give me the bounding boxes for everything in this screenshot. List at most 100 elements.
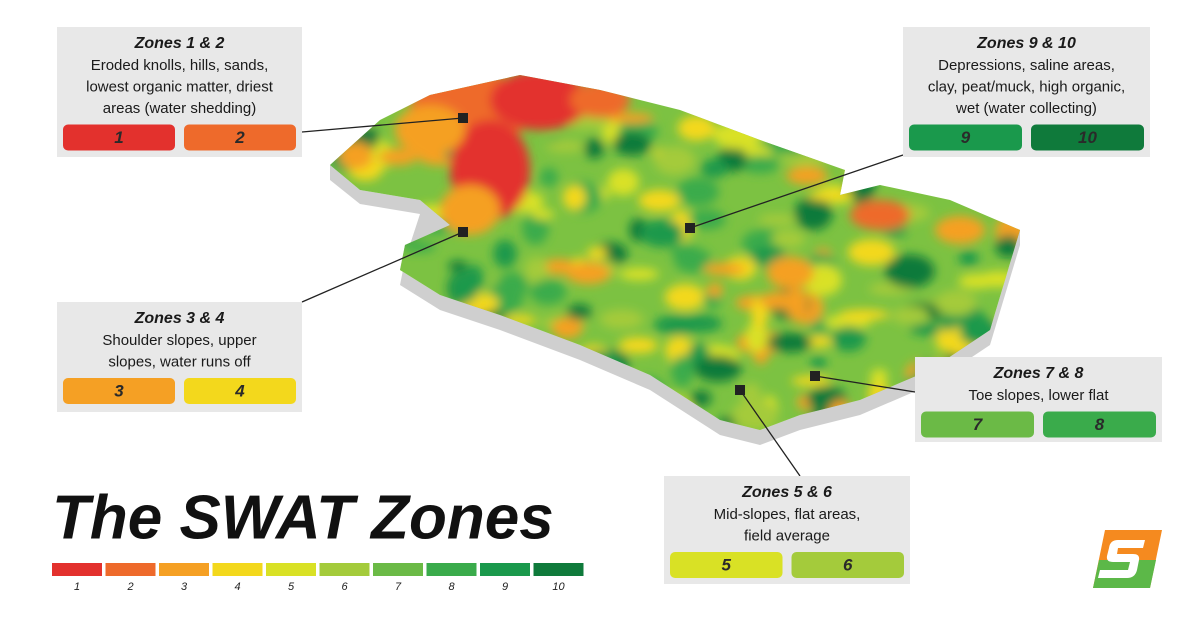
terrain-patch (401, 241, 436, 253)
terrain-patch (654, 146, 696, 175)
terrain-patch (847, 238, 896, 266)
terrain-patch (340, 94, 361, 106)
legend-label: 7 (395, 581, 402, 593)
terrain-patch (676, 177, 720, 206)
zone-chip-label: 2 (234, 128, 245, 147)
legend-label: 10 (552, 581, 565, 593)
callout-text: wet (water collecting) (955, 100, 1097, 117)
terrain-patch (339, 373, 360, 389)
terrain-patch (613, 392, 647, 421)
callout: Zones 9 & 10 Depressions, saline areas, cl… (903, 27, 1150, 157)
zone-chip-label: 8 (1095, 415, 1105, 434)
terrain-patch (935, 216, 985, 244)
terrain-patch (745, 321, 768, 353)
terrain-patch (741, 155, 780, 174)
terrain-patch (346, 114, 365, 127)
terrain-patch (868, 423, 907, 430)
terrain-patch (700, 159, 729, 178)
terrain-patch (562, 184, 587, 211)
terrain-patch (786, 166, 828, 185)
callout: Zones 7 & 8 Toe slopes, lower flat 7 8 (915, 357, 1162, 442)
terrain-patch (771, 229, 806, 249)
callout-text: Toe slopes, lower flat (968, 387, 1109, 404)
terrain-patch (673, 247, 712, 273)
terrain-patch (703, 262, 745, 276)
terrain-patch (833, 92, 861, 113)
marker (810, 371, 820, 381)
terrain-patch (794, 196, 833, 231)
leader (739, 389, 801, 477)
terrain-patch (595, 409, 641, 430)
terrain-patch (586, 247, 608, 259)
terrain-patch (443, 324, 479, 359)
terrain-patch (551, 317, 583, 339)
legend-label: 9 (502, 581, 508, 593)
legend-label: 2 (126, 581, 133, 593)
terrain-patch (591, 388, 628, 408)
zone-chip (1031, 124, 1144, 151)
zone-chip-label: 6 (843, 555, 853, 574)
terrain-patch (870, 368, 888, 385)
legend-swatch (212, 563, 263, 576)
terrain-patch (565, 262, 611, 285)
zone-chip (63, 124, 175, 151)
terrain-patch (896, 164, 924, 178)
terrain-patch (497, 272, 529, 299)
legend-swatch (319, 563, 370, 576)
terrain-patch (607, 112, 654, 124)
terrain-patch (759, 292, 797, 310)
terrain-patch (583, 75, 614, 85)
terrain-patch (791, 375, 832, 387)
legend-label: 1 (74, 581, 80, 593)
terrain-patch (351, 311, 382, 341)
terrain-patch (330, 424, 350, 430)
leader (689, 154, 904, 229)
terrain-patch (856, 93, 906, 124)
zone-chip (921, 411, 1034, 438)
terrain-patch (935, 328, 952, 352)
leader-lines (301, 117, 916, 477)
legend-label: 4 (234, 581, 240, 593)
terrain-patch (758, 214, 797, 226)
terrain-patch (566, 304, 592, 321)
terrain-patch (619, 267, 659, 281)
terrain-patch (374, 85, 409, 99)
leader (814, 375, 916, 393)
terrain-patch (584, 138, 605, 159)
terrain-patch (330, 284, 344, 313)
terrain-patch (958, 273, 997, 289)
callout-title: Zones 3 & 4 (134, 310, 225, 327)
terrain-patch (860, 97, 910, 120)
callout-text: Depressions, saline areas, (938, 57, 1115, 74)
terrain-patch (810, 356, 827, 369)
terrain-patch (640, 219, 684, 248)
terrain-patch (422, 367, 463, 398)
marker (458, 227, 468, 237)
zone-chip (184, 124, 296, 151)
callout-text: areas (water shedding) (103, 100, 256, 117)
leader (301, 117, 464, 133)
callout-text: clay, peat/muck, high organic, (928, 78, 1125, 95)
callout-title: Zones 5 & 6 (741, 484, 832, 501)
callout-title: Zones 7 & 8 (993, 365, 1084, 382)
zone-chip (184, 378, 296, 404)
legend-label: 6 (341, 581, 348, 593)
terrain-patch (891, 306, 930, 325)
terrain-patch (522, 432, 539, 444)
zone-chip (63, 378, 175, 404)
terrain-patch (618, 337, 658, 354)
terrain-patch (638, 189, 681, 212)
terrain-patch (690, 390, 712, 407)
terrain-patch (738, 75, 766, 87)
terrain-patch (353, 335, 383, 363)
marker (458, 113, 468, 123)
legend-label: 5 (288, 581, 295, 593)
markers (458, 113, 820, 395)
zone-chip (670, 552, 783, 578)
terrain-patch (750, 111, 783, 136)
terrain-patch (713, 121, 761, 150)
terrain-patch (330, 75, 349, 79)
callout-text: slopes, water runs off (108, 353, 251, 370)
marker (735, 385, 745, 395)
